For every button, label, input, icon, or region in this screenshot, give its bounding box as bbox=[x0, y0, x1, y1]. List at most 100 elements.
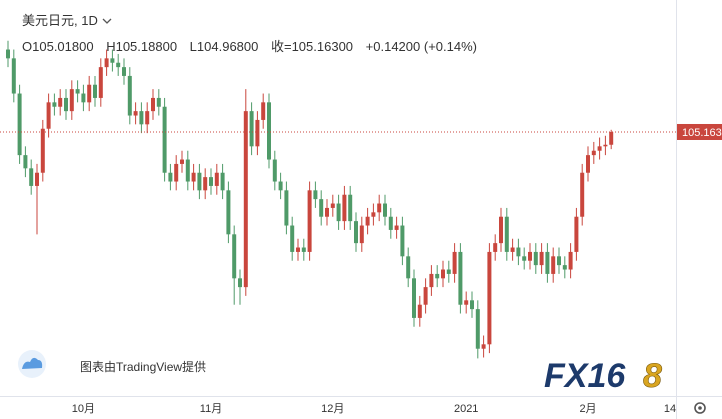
x-tick-label: 12月 bbox=[321, 403, 344, 415]
low-prefix: L bbox=[189, 39, 197, 54]
candle-body bbox=[348, 194, 353, 222]
candle-body bbox=[446, 269, 451, 274]
candle-body bbox=[267, 102, 271, 160]
close: 105.16300 bbox=[291, 39, 354, 54]
open-prefix: O bbox=[22, 39, 33, 54]
candle-body bbox=[145, 111, 150, 125]
candle-body bbox=[423, 287, 428, 305]
candle-body bbox=[156, 97, 161, 107]
candle-body bbox=[325, 207, 329, 217]
candle-body bbox=[23, 155, 28, 169]
candle-body bbox=[11, 58, 16, 94]
candle-body bbox=[209, 177, 213, 186]
candle-body bbox=[180, 159, 184, 164]
candle-body bbox=[412, 278, 416, 318]
candle-body bbox=[545, 251, 550, 274]
candle-body bbox=[429, 273, 434, 288]
logo-text: FX16 bbox=[544, 357, 626, 395]
tv-logo bbox=[22, 357, 43, 369]
candle-body bbox=[377, 203, 382, 213]
candle-body bbox=[104, 58, 109, 68]
last-price-label: 105.163 bbox=[682, 127, 722, 139]
candle-body bbox=[69, 89, 74, 112]
candle-body bbox=[568, 251, 573, 270]
candle-body bbox=[133, 111, 138, 116]
candle-body bbox=[539, 251, 544, 266]
plot bbox=[6, 40, 614, 359]
candle-body bbox=[290, 225, 295, 252]
candle-body bbox=[139, 111, 144, 125]
candle-body bbox=[406, 256, 411, 279]
candle-body bbox=[522, 256, 527, 261]
gear[interactable] bbox=[694, 402, 706, 414]
candle-body bbox=[557, 256, 561, 266]
candle-body bbox=[151, 97, 155, 112]
close-prefix: 收= bbox=[270, 39, 292, 54]
high: 105.18800 bbox=[115, 39, 178, 54]
candle-body bbox=[243, 111, 248, 288]
candle-body bbox=[458, 251, 463, 305]
candle-body bbox=[191, 172, 196, 182]
candle-body bbox=[475, 309, 480, 349]
gear-center[interactable] bbox=[698, 406, 702, 410]
candle-body bbox=[127, 75, 132, 116]
candle-body bbox=[417, 304, 422, 318]
settings-icon[interactable] bbox=[694, 402, 706, 414]
candle-body bbox=[435, 273, 440, 279]
candle-body bbox=[591, 150, 596, 156]
candle-body bbox=[388, 216, 393, 230]
high-prefix: H bbox=[106, 39, 116, 54]
candle-body bbox=[452, 251, 457, 274]
candle-body bbox=[296, 247, 300, 252]
candle-body bbox=[110, 58, 115, 63]
candle-body bbox=[64, 97, 68, 112]
candle-body bbox=[272, 159, 277, 182]
x-tick-label: 14 bbox=[664, 403, 676, 415]
candle-body bbox=[319, 199, 324, 217]
symbol[interactable]: 美元日元 bbox=[22, 13, 75, 28]
candle-body bbox=[93, 84, 97, 98]
watermark: 图表由TradingView提供 bbox=[80, 359, 206, 374]
candle-body bbox=[40, 128, 45, 173]
candle-body bbox=[464, 300, 469, 305]
candle-body bbox=[226, 190, 231, 235]
candle-body bbox=[168, 172, 173, 182]
candle-body bbox=[185, 159, 190, 182]
candle-body bbox=[35, 172, 39, 186]
candle-body bbox=[516, 247, 521, 257]
chevron[interactable] bbox=[102, 17, 112, 25]
candle-body bbox=[52, 102, 57, 107]
candle-body bbox=[383, 203, 387, 217]
interval[interactable]: 1D bbox=[81, 13, 98, 28]
candle-body bbox=[238, 278, 242, 288]
symbol-line: 美元日元, 1D bbox=[22, 10, 112, 29]
candle-body bbox=[284, 190, 289, 226]
candle-body bbox=[504, 216, 509, 252]
change-pct: (+0.14%) bbox=[423, 39, 477, 54]
candle-body bbox=[510, 247, 515, 252]
candle-body bbox=[116, 62, 121, 68]
candle-body bbox=[307, 190, 312, 252]
ohlc-line: O105.01800 H105.18800 L104.96800 收=105.1… bbox=[22, 36, 477, 55]
x-tick-label: 2月 bbox=[579, 403, 596, 415]
candle-body bbox=[493, 243, 498, 252]
x-tick-label: 11月 bbox=[200, 403, 222, 415]
low: 104.96800 bbox=[196, 39, 259, 54]
separator: , bbox=[74, 13, 82, 28]
candle-body bbox=[330, 203, 335, 208]
candle-body bbox=[162, 106, 167, 173]
x-tick-label: 2021 bbox=[454, 403, 478, 415]
candle-body bbox=[470, 300, 474, 310]
candle-body bbox=[336, 203, 341, 222]
change: +0.14200 bbox=[365, 39, 421, 54]
candle-body bbox=[75, 89, 80, 94]
candle-body bbox=[551, 256, 556, 274]
candle-body bbox=[214, 172, 219, 186]
candle-body bbox=[359, 225, 364, 244]
candle-body bbox=[81, 93, 86, 103]
candle-body bbox=[220, 172, 225, 191]
candle-body bbox=[597, 146, 602, 151]
candle-body bbox=[313, 190, 318, 200]
